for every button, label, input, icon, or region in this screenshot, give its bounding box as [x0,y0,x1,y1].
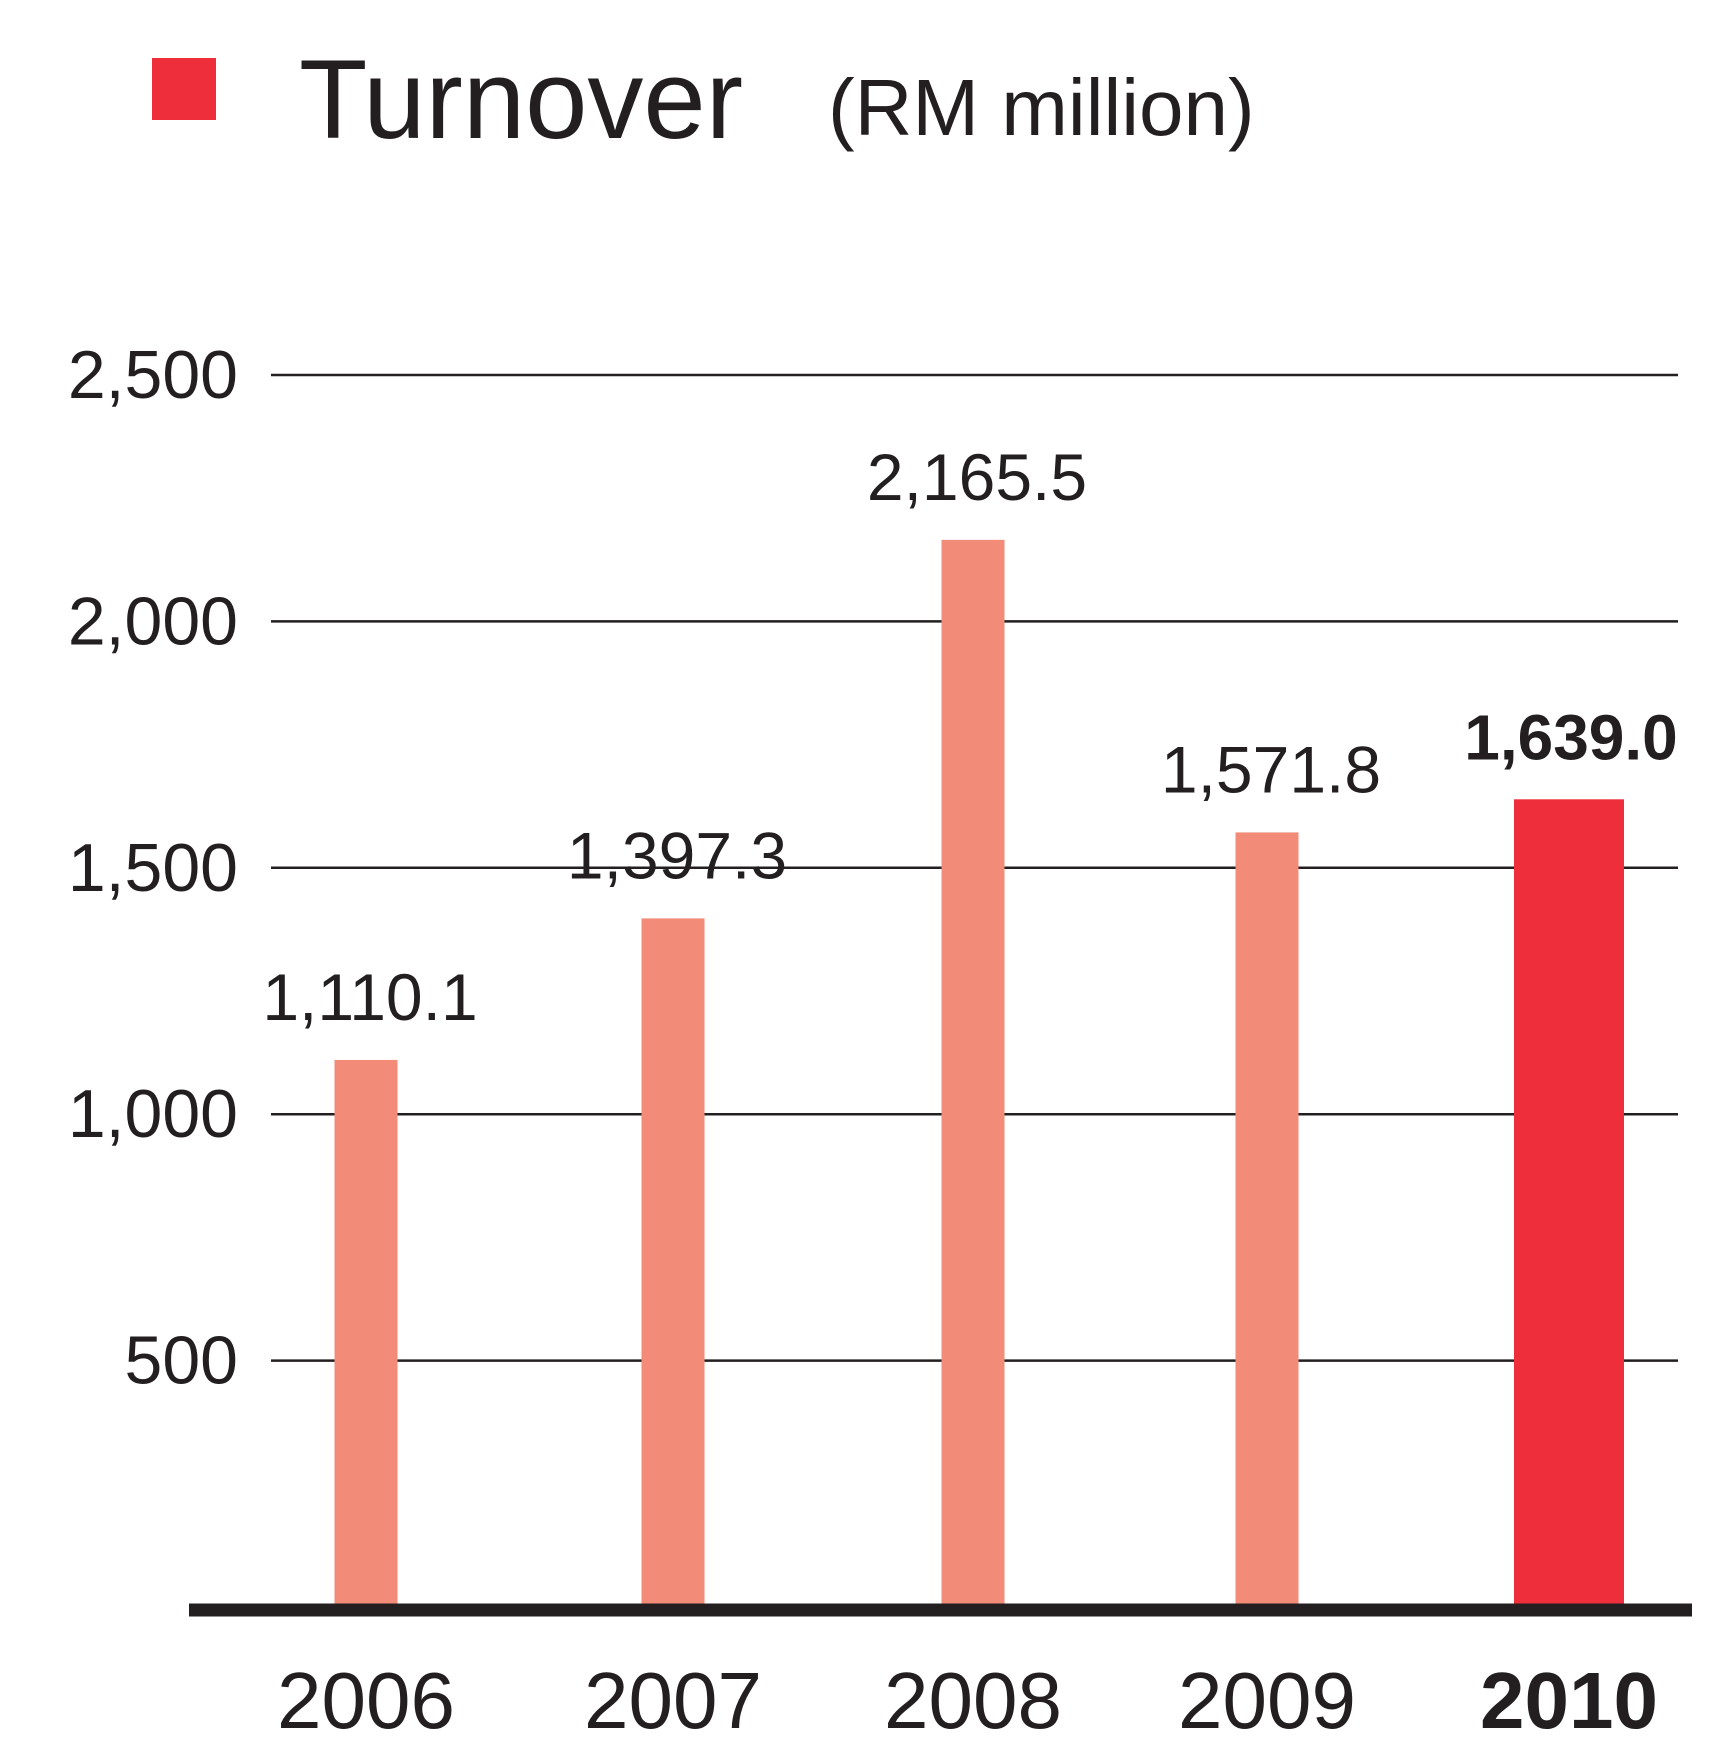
x-tick-label: 2008 [884,1656,1062,1738]
y-tick-label: 2,000 [68,583,238,659]
y-tick-label: 500 [125,1323,238,1399]
x-tick-label: 2007 [584,1656,762,1738]
value-label: 2,165.5 [867,440,1087,514]
bar [1235,832,1299,1607]
chart-subtitle: (RM million) [828,63,1255,152]
value-label: 1,110.1 [262,960,477,1034]
bar [334,1059,398,1607]
bar [1514,799,1624,1607]
value-label: 1,397.3 [567,818,787,892]
bar [941,539,1005,1608]
y-tick-label: 1,000 [68,1076,238,1152]
x-tick-label: 2006 [277,1656,455,1738]
value-label: 1,639.0 [1464,701,1678,773]
y-tick-label: 1,500 [68,830,238,906]
bar [641,918,705,1607]
x-tick-label: 2009 [1178,1656,1356,1738]
legend-swatch [152,58,216,120]
y-tick-label: 2,500 [68,337,238,413]
x-tick-label: 2010 [1480,1656,1658,1738]
value-label: 1,571.8 [1161,732,1381,806]
chart-title: Turnover [299,37,743,162]
